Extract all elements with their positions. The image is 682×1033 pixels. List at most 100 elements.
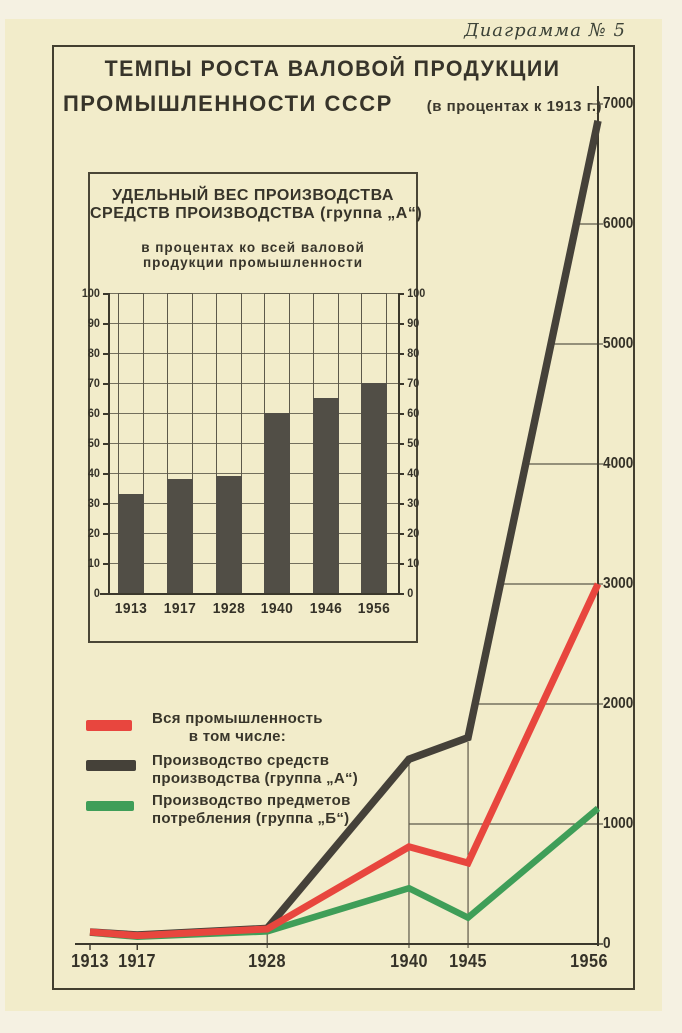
legend-text-line: в том числе: [188,728,287,745]
legend-swatch-red [86,720,132,731]
inset-subtitle: в процентах ко всей валовой продукции пр… [90,240,416,270]
y-axis-label: 2000 [603,695,634,712]
x-axis-label: 1917 [118,951,156,971]
inset-title: УДЕЛЬНЫЙ ВЕС ПРОИЗВОДСТВА СРЕДСТВ ПРОИЗВ… [90,187,423,223]
inset-y-label-left: 80 [87,346,100,360]
inset-x-label: 1913 [114,600,148,617]
inset-right-tick [398,293,404,295]
legend-label: Вся промышленность в том числе: [152,710,323,746]
inset-left-tick [103,323,108,325]
inset-y-label-right: 50 [407,436,420,450]
bar [361,383,387,593]
inset-right-tick [398,443,404,445]
inset-y-label-right: 20 [407,526,420,540]
inset-y-label-left: 50 [87,436,100,450]
inset-subtitle-line1: в процентах ко всей валовой [141,240,365,255]
inset-y-label-right: 60 [407,406,420,420]
inset-right-tick [398,563,404,565]
inset-gridline [108,413,398,414]
legend-text-line: Производство средств [152,752,330,769]
inset-left-tick [103,563,108,565]
bar [216,476,242,593]
inset-gridline [108,323,398,324]
inset-right-tick [398,383,404,385]
inset-y-label-left: 10 [87,556,100,570]
inset-y-label-right: 30 [407,496,420,510]
inset-right-tick [398,473,404,475]
inset-gridline [108,353,398,354]
inset-x-label: 1940 [260,600,294,617]
inset-y-label-right: 40 [407,466,420,480]
bar [313,398,339,593]
inset-y-label-left: 20 [87,526,100,540]
legend-text-line: производства (группа „А“) [152,770,359,787]
inset-y-label-left: 100 [81,286,100,300]
series-line-red [89,582,602,940]
y-axis-label: 1000 [603,815,634,832]
inset-title-line1: УДЕЛЬНЫЙ ВЕС ПРОИЗВОДСТВА [112,187,394,204]
title-line1: ТЕМПЫ РОСТА ВАЛОВОЙ ПРОДУКЦИИ [104,56,561,81]
x-axis-label: 1928 [248,951,286,971]
inset-right-tick [398,503,404,505]
inset-y-label-right: 90 [407,316,420,330]
legend-swatch-dark [86,760,136,771]
inset-y-label-right: 100 [407,286,426,300]
inset-left-tick [103,533,108,535]
legend-text-line: Вся промышленность [152,710,323,727]
inset-right-tick [398,413,404,415]
inset-gridline [108,533,398,534]
inset-left-tick [103,413,108,415]
inset-y-label-right: 70 [407,376,420,390]
x-axis-label: 1956 [570,951,608,971]
inset-x-label: 1956 [357,600,391,617]
inset-x-label: 1917 [163,600,197,617]
inset-y-label-left: 40 [87,466,100,480]
title-line2: ПРОМЫШЛЕННОСТИ СССР [62,91,393,116]
y-axis-label: 0 [603,935,611,952]
y-axis-label: 3000 [603,575,634,592]
inset-left-tick [103,383,108,385]
inset-left-tick [103,503,108,505]
x-axis-label: 1913 [71,951,109,971]
inset-x-label: 1928 [212,600,246,617]
inset-left-axis [108,293,110,593]
inset-right-tick [398,353,404,355]
inset-y-label-right: 80 [407,346,420,360]
x-axis-label: 1940 [390,951,428,971]
inset-subtitle-line2: продукции промышленности [142,255,364,270]
legend-label: Производство средств производства (групп… [152,752,358,788]
bar [118,494,144,593]
inset-right-tick [398,533,404,535]
inset-left-tick [103,353,108,355]
inset-gridline [108,473,398,474]
inset-gridline [108,293,398,294]
inset-right-tick [398,323,404,325]
inset-y-label-left: 0 [93,586,100,600]
inset-y-label-right: 0 [407,586,414,600]
title-subtitle: (в процентах к 1913 г.) [426,98,603,115]
diagram-caption: Диаграмма № 5 [464,20,626,41]
y-axis-label: 7000 [603,95,634,112]
inset-bar-chart: УДЕЛЬНЫЙ ВЕС ПРОИЗВОДСТВА СРЕДСТВ ПРОИЗВ… [88,172,423,643]
inset-gridline [108,503,398,504]
inset-gridline [108,563,398,564]
inset-y-label-left: 90 [87,316,100,330]
inset-y-label-left: 70 [87,376,100,390]
inset-y-label-right: 10 [407,556,420,570]
legend-text-line: Производство предметов [152,792,351,809]
bar [264,413,290,593]
inset-x-label: 1946 [309,600,343,617]
x-axis-label: 1945 [449,951,487,971]
y-axis-label: 6000 [603,215,634,232]
main-chart-title: ТЕМПЫ РОСТА ВАЛОВОЙ ПРОДУКЦИИ ПРОМЫШЛЕНН… [60,56,605,117]
inset-baseline [100,593,404,595]
inset-left-tick [103,293,108,295]
inset-left-tick [103,473,108,475]
legend-label: Производство предметов потребления (груп… [152,792,351,828]
inset-gridline [108,383,398,384]
legend-swatch-green [86,801,134,811]
inset-title-line2: СРЕДСТВ ПРОИЗВОДСТВА (группа „А“) [90,205,423,222]
y-axis-label: 5000 [603,335,634,352]
